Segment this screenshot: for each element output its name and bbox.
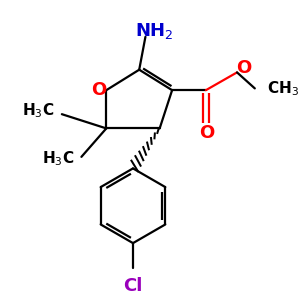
- Text: O: O: [92, 81, 107, 99]
- Text: H$_3$C: H$_3$C: [42, 149, 74, 168]
- Text: Cl: Cl: [123, 277, 143, 295]
- Text: NH$_2$: NH$_2$: [135, 22, 174, 41]
- Text: CH$_3$: CH$_3$: [267, 79, 299, 98]
- Text: O: O: [236, 59, 252, 77]
- Text: O: O: [199, 124, 214, 142]
- Text: H$_3$C: H$_3$C: [22, 101, 55, 120]
